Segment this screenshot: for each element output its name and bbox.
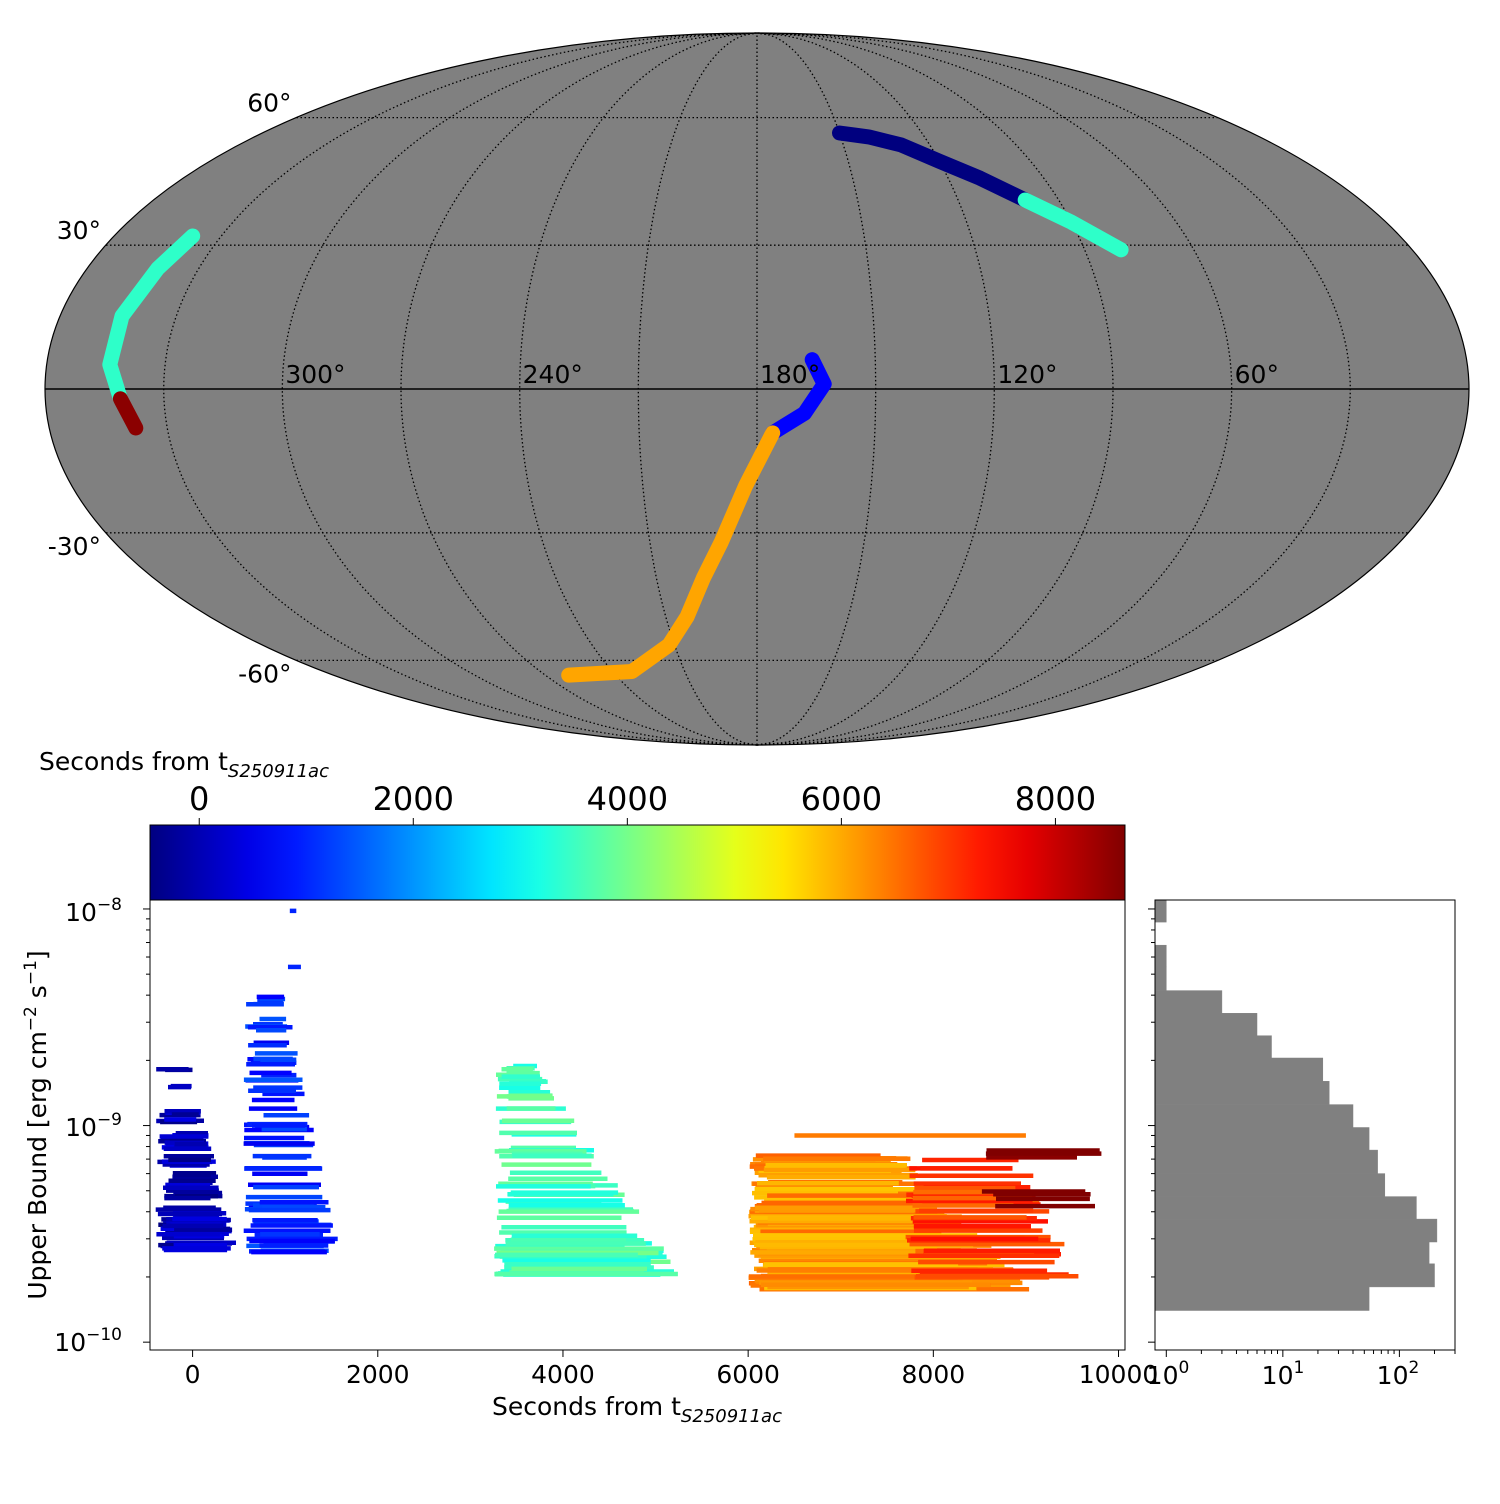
x-tick-label: 10000 [1079,1360,1159,1389]
sky-map: 300° 240° 180° 120° 60° 60° 30° -30° -60° [44,32,1470,746]
hist-bar [1155,944,1167,968]
plot-frame [149,899,1126,1351]
hist-x-tick-label: 102 [1377,1358,1420,1390]
hist-bar [1155,1173,1386,1197]
hist-bar [1155,966,1167,991]
skymap-region [561,425,781,683]
x-tick-label: 6000 [716,1360,780,1389]
hist-x-tick-label: 101 [1262,1358,1305,1390]
y-tick-label: 10−10 [54,1325,122,1357]
parallel-label: -30° [48,532,101,561]
meridian-label: 300° [285,360,345,389]
x-axis-label: Seconds from tS250911ac [492,1392,782,1427]
hist-frame [1154,899,1456,1351]
hist-bar [1155,1286,1370,1311]
parallel-label: -60° [238,659,291,688]
hist-bar [1155,1127,1370,1151]
skymap-region [1017,192,1129,258]
hist-bar [1155,1081,1330,1105]
meridian-label: 180° [760,360,820,389]
upper-bound-histogram [1148,899,1456,1357]
hist-bar [1155,1057,1324,1082]
skymap-region [102,228,201,407]
x-tick-label: 4000 [531,1360,595,1389]
parallel-label: 30° [57,216,101,245]
hist-x-tick-label: 100 [1147,1358,1190,1390]
colorbar-tick-label: 4000 [587,780,668,818]
y-axis-label: Upper Bound [erg cm−2 s−1] [21,950,52,1299]
colorbar-tick-label: 2000 [373,780,454,818]
hist-bar [1155,900,1167,923]
hist-bar [1155,1241,1430,1265]
data-marks [155,908,1102,1292]
hist-bar [1155,1104,1354,1128]
x-tick-label: 2000 [346,1360,410,1389]
upper-bound-plot: 0 2000 4000 6000 8000 10000 [143,899,1159,1389]
skymap-region [112,391,144,436]
colorbar: 0 2000 4000 6000 8000 [149,780,1126,901]
meridian-label: 60° [1235,360,1279,389]
x-tick-label: 8000 [902,1360,966,1389]
hist-bar [1155,990,1223,1014]
hist-bar [1155,1013,1258,1036]
hist-bar [1155,1218,1438,1243]
skymap-region [765,352,832,441]
meridian-line [756,32,1233,746]
hist-bar [1155,1263,1435,1288]
x-tick-label: 0 [185,1360,201,1389]
hist-bar [1155,1196,1417,1220]
hist-bar [1155,1035,1272,1059]
colorbar-tick-label: 8000 [1015,780,1096,818]
y-tick-label: 10−8 [65,895,122,927]
meridian-label: 120° [997,360,1057,389]
hist-bars [1155,900,1438,1311]
hist-bar [1155,1149,1378,1174]
parallel-label: 60° [247,89,291,118]
y-tick-label: 10−9 [65,1110,122,1142]
meridian-label: 240° [523,360,583,389]
colorbar-tick-label: 0 [189,780,209,818]
colorbar-label: Seconds from tS250911ac [39,747,329,782]
colorbar-gradient [149,824,1126,901]
colorbar-tick-label: 6000 [801,780,882,818]
skymap-region [832,125,1033,208]
